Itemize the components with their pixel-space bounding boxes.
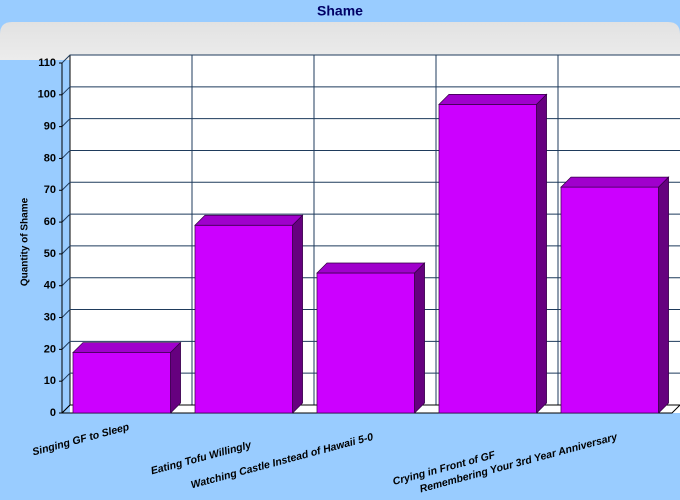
y-tick-label: 80 <box>44 152 56 164</box>
y-tick-label: 70 <box>44 184 56 196</box>
y-tick-label: 110 <box>38 57 56 69</box>
y-tick-label: 50 <box>44 248 56 260</box>
bar <box>560 186 659 414</box>
y-tick-label: 10 <box>44 375 56 387</box>
y-axis-label: Quantity of Shame <box>20 197 31 286</box>
bar-top <box>438 94 548 105</box>
grid-line <box>61 86 680 96</box>
y-tick-label: 0 <box>50 407 56 419</box>
bar-top <box>72 342 182 353</box>
bar <box>194 224 293 414</box>
y-tick-label: 30 <box>44 311 56 323</box>
bar-top <box>560 176 670 188</box>
bar-side <box>658 176 669 414</box>
bar <box>72 352 171 414</box>
grid-line <box>61 54 680 64</box>
chart-title: Shame <box>317 3 363 19</box>
bar-side <box>170 341 181 414</box>
y-tick-label: 40 <box>44 280 56 292</box>
header-panel <box>0 22 680 60</box>
y-tick-label: 20 <box>44 343 56 355</box>
y-tick-label: 100 <box>38 89 56 101</box>
bar-side <box>292 214 303 414</box>
bar <box>316 272 415 414</box>
bar-side <box>536 93 547 414</box>
y-tick-label: 60 <box>44 216 56 228</box>
bar-top <box>194 214 304 226</box>
bar-top <box>316 262 426 274</box>
y-tick-label: 90 <box>44 121 56 133</box>
bar-side <box>414 262 425 414</box>
bar <box>438 104 537 414</box>
